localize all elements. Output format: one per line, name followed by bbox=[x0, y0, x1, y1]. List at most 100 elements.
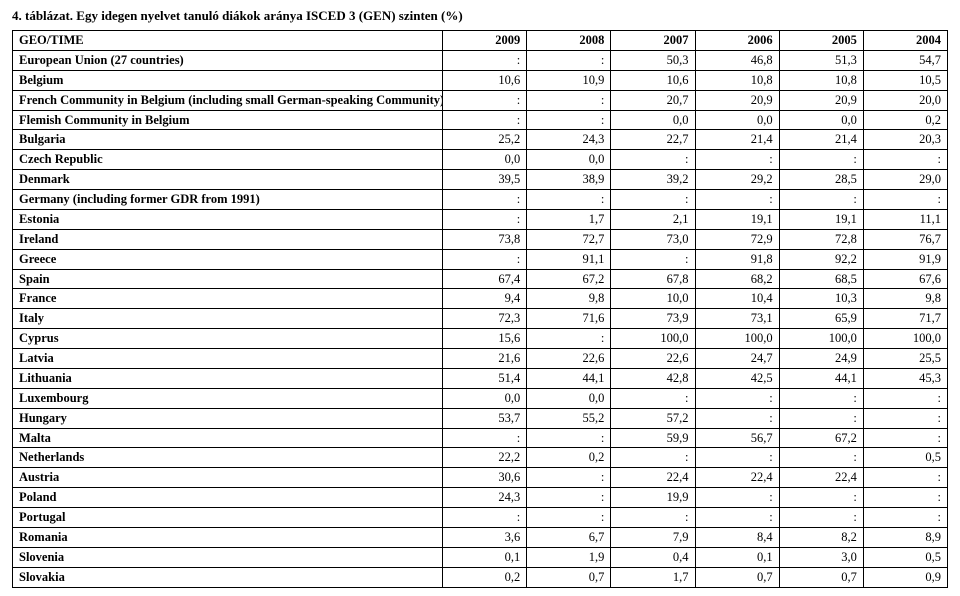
cell-value: 22,4 bbox=[611, 468, 695, 488]
data-table: GEO/TIME 2009 2008 2007 2006 2005 2004 E… bbox=[12, 30, 948, 588]
cell-value: 22,4 bbox=[779, 468, 863, 488]
cell-value: 20,3 bbox=[863, 130, 947, 150]
cell-value: 25,2 bbox=[443, 130, 527, 150]
cell-value: 30,6 bbox=[443, 468, 527, 488]
cell-value: 68,2 bbox=[695, 269, 779, 289]
cell-geo: Flemish Community in Belgium bbox=[13, 110, 443, 130]
cell-geo: Greece bbox=[13, 249, 443, 269]
cell-value: 100,0 bbox=[779, 329, 863, 349]
cell-value: 73,8 bbox=[443, 229, 527, 249]
cell-value: : bbox=[443, 190, 527, 210]
cell-geo: Poland bbox=[13, 488, 443, 508]
cell-value: 15,6 bbox=[443, 329, 527, 349]
table-row: Cyprus15,6:100,0100,0100,0100,0 bbox=[13, 329, 948, 349]
table-row: Germany (including former GDR from 1991)… bbox=[13, 190, 948, 210]
cell-value: : bbox=[779, 448, 863, 468]
cell-value: 55,2 bbox=[527, 408, 611, 428]
cell-value: : bbox=[611, 388, 695, 408]
cell-value: 0,7 bbox=[527, 567, 611, 587]
cell-value: 50,3 bbox=[611, 50, 695, 70]
cell-value: 45,3 bbox=[863, 368, 947, 388]
cell-value: 0,0 bbox=[695, 110, 779, 130]
cell-value: : bbox=[863, 428, 947, 448]
cell-value: 0,0 bbox=[443, 150, 527, 170]
cell-value: : bbox=[695, 150, 779, 170]
table-row: French Community in Belgium (including s… bbox=[13, 90, 948, 110]
cell-geo: Netherlands bbox=[13, 448, 443, 468]
cell-geo: Spain bbox=[13, 269, 443, 289]
table-row: Luxembourg0,00,0:::: bbox=[13, 388, 948, 408]
table-row: Romania3,66,77,98,48,28,9 bbox=[13, 527, 948, 547]
table-row: Italy72,371,673,973,165,971,7 bbox=[13, 309, 948, 329]
header-year: 2004 bbox=[863, 31, 947, 51]
header-year: 2007 bbox=[611, 31, 695, 51]
cell-value: 22,6 bbox=[527, 349, 611, 369]
cell-value: 10,9 bbox=[527, 70, 611, 90]
cell-value: 0,2 bbox=[443, 567, 527, 587]
cell-geo: Hungary bbox=[13, 408, 443, 428]
table-row: Portugal:::::: bbox=[13, 508, 948, 528]
table-row: Belgium10,610,910,610,810,810,5 bbox=[13, 70, 948, 90]
cell-value: 20,0 bbox=[863, 90, 947, 110]
cell-value: 6,7 bbox=[527, 527, 611, 547]
cell-value: 0,0 bbox=[443, 388, 527, 408]
table-row: Lithuania51,444,142,842,544,145,3 bbox=[13, 368, 948, 388]
cell-value: 73,0 bbox=[611, 229, 695, 249]
cell-value: 9,4 bbox=[443, 289, 527, 309]
cell-value: : bbox=[695, 408, 779, 428]
cell-value: 0,0 bbox=[779, 110, 863, 130]
cell-value: : bbox=[695, 448, 779, 468]
cell-geo: Lithuania bbox=[13, 368, 443, 388]
cell-geo: Latvia bbox=[13, 349, 443, 369]
table-title: 4. táblázat. Egy idegen nyelvet tanuló d… bbox=[12, 8, 948, 24]
cell-value: 8,9 bbox=[863, 527, 947, 547]
cell-value: 59,9 bbox=[611, 428, 695, 448]
cell-geo: Germany (including former GDR from 1991) bbox=[13, 190, 443, 210]
cell-value: 10,4 bbox=[695, 289, 779, 309]
cell-value: 0,4 bbox=[611, 547, 695, 567]
cell-value: : bbox=[611, 150, 695, 170]
table-row: Slovenia0,11,90,40,13,00,5 bbox=[13, 547, 948, 567]
table-row: Austria30,6:22,422,422,4: bbox=[13, 468, 948, 488]
cell-value: : bbox=[611, 448, 695, 468]
cell-value: 22,7 bbox=[611, 130, 695, 150]
table-row: Hungary53,755,257,2::: bbox=[13, 408, 948, 428]
cell-value: 51,4 bbox=[443, 368, 527, 388]
table-row: Flemish Community in Belgium::0,00,00,00… bbox=[13, 110, 948, 130]
cell-value: 0,1 bbox=[443, 547, 527, 567]
cell-value: 0,2 bbox=[863, 110, 947, 130]
cell-value: : bbox=[443, 90, 527, 110]
cell-value: : bbox=[779, 190, 863, 210]
cell-geo: Slovenia bbox=[13, 547, 443, 567]
cell-value: 9,8 bbox=[527, 289, 611, 309]
cell-value: 10,8 bbox=[779, 70, 863, 90]
cell-value: 19,1 bbox=[695, 209, 779, 229]
cell-value: 29,2 bbox=[695, 170, 779, 190]
cell-value: 53,7 bbox=[443, 408, 527, 428]
cell-value: 100,0 bbox=[695, 329, 779, 349]
cell-value: 46,8 bbox=[695, 50, 779, 70]
cell-value: : bbox=[527, 110, 611, 130]
cell-value: : bbox=[779, 150, 863, 170]
cell-value: : bbox=[779, 408, 863, 428]
cell-geo: Austria bbox=[13, 468, 443, 488]
cell-value: 42,5 bbox=[695, 368, 779, 388]
cell-value: 10,6 bbox=[611, 70, 695, 90]
cell-value: 68,5 bbox=[779, 269, 863, 289]
cell-value: 65,9 bbox=[779, 309, 863, 329]
cell-geo: Estonia bbox=[13, 209, 443, 229]
cell-value: : bbox=[527, 329, 611, 349]
cell-value: 44,1 bbox=[779, 368, 863, 388]
header-year: 2006 bbox=[695, 31, 779, 51]
cell-value: 39,5 bbox=[443, 170, 527, 190]
table-row: France9,49,810,010,410,39,8 bbox=[13, 289, 948, 309]
cell-value: 20,9 bbox=[779, 90, 863, 110]
table-row: Poland24,3:19,9::: bbox=[13, 488, 948, 508]
cell-value: : bbox=[527, 508, 611, 528]
cell-value: 0,7 bbox=[695, 567, 779, 587]
cell-value: 10,5 bbox=[863, 70, 947, 90]
cell-value: : bbox=[779, 488, 863, 508]
cell-value: 67,8 bbox=[611, 269, 695, 289]
cell-value: : bbox=[863, 388, 947, 408]
cell-value: 19,9 bbox=[611, 488, 695, 508]
